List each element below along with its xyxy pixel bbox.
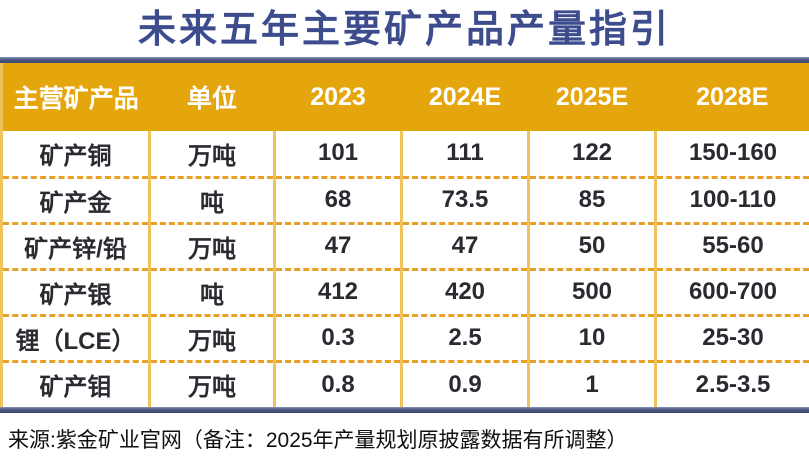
column-header-2028e: 2028E (696, 82, 769, 111)
source-note: 来源:紫金矿业官网（备注：2025年产量规划原披露数据有所调整） (8, 429, 628, 452)
page-title: 未来五年主要矿产品产量指引 (137, 9, 671, 51)
value-cell: 122 (527, 131, 656, 177)
column-header-2024e: 2024E (428, 82, 502, 111)
value-cell: 25-30 (654, 313, 809, 361)
value-cell: 0.8 (273, 359, 402, 407)
unit-cell: 万吨 (148, 359, 275, 407)
column-header-unit: 单位 (186, 85, 237, 113)
value-cell: 50 (527, 221, 656, 269)
bottom-rule (0, 407, 809, 413)
value-cell: 68 (273, 175, 402, 223)
top-rule (0, 57, 809, 63)
value-cell: 0.9 (400, 359, 529, 407)
unit-cell: 万吨 (148, 131, 275, 177)
column-header-product: 主营矿产品 (13, 85, 139, 113)
value-cell: 2.5-3.5 (654, 359, 809, 407)
value-cell: 101 (273, 131, 402, 177)
value-cell: 100-110 (654, 175, 809, 223)
column-header-2023: 2023 (310, 82, 366, 111)
row-label: 矿产金 (1, 175, 150, 223)
unit-cell: 万吨 (148, 221, 275, 269)
value-cell: 600-700 (654, 267, 809, 315)
value-cell: 55-60 (654, 221, 809, 269)
table-row: 矿产锌/铅 万吨 47 47 50 55-60 (1, 221, 809, 269)
production-table: 主营矿产品 单位 2023 2024E 2025E 2028E 矿产铜 万吨 1… (0, 63, 809, 407)
value-cell: 10 (527, 313, 656, 361)
value-cell: 500 (527, 267, 656, 315)
table-row: 矿产银 吨 412 420 500 600-700 (1, 267, 809, 315)
row-label: 矿产铜 (39, 142, 112, 170)
header-row: 主营矿产品 单位 2023 2024E 2025E 2028E (1, 63, 809, 131)
table-row: 矿产钼 万吨 0.8 0.9 1 2.5-3.5 (1, 359, 809, 407)
value-cell: 2.5 (400, 313, 529, 361)
row-label: 矿产锌/铅 (1, 221, 150, 269)
unit-cell: 万吨 (148, 313, 275, 361)
value-cell: 420 (400, 267, 529, 315)
table-row: 锂（LCE） 万吨 0.3 2.5 10 25-30 (1, 313, 809, 361)
row-label: 矿产钼 (1, 359, 150, 407)
value-cell: 73.5 (400, 175, 529, 223)
value-cell: 0.3 (273, 313, 402, 361)
value-cell: 150-160 (654, 131, 809, 177)
value-cell: 412 (273, 267, 402, 315)
row-label: 矿产银 (1, 267, 150, 315)
value-cell: 47 (273, 221, 402, 269)
table-row: 矿产金 吨 68 73.5 85 100-110 (1, 175, 809, 223)
value-cell: 111 (400, 131, 529, 177)
row-label: 锂（LCE） (1, 313, 150, 361)
value-cell: 1 (527, 359, 656, 407)
value-cell: 85 (527, 175, 656, 223)
unit-cell: 吨 (148, 267, 275, 315)
table-row: 矿产铜 万吨 101 111 122 150-160 (1, 131, 809, 177)
column-header-2025e: 2025E (555, 82, 629, 111)
unit-cell: 吨 (148, 175, 275, 223)
value-cell: 47 (400, 221, 529, 269)
